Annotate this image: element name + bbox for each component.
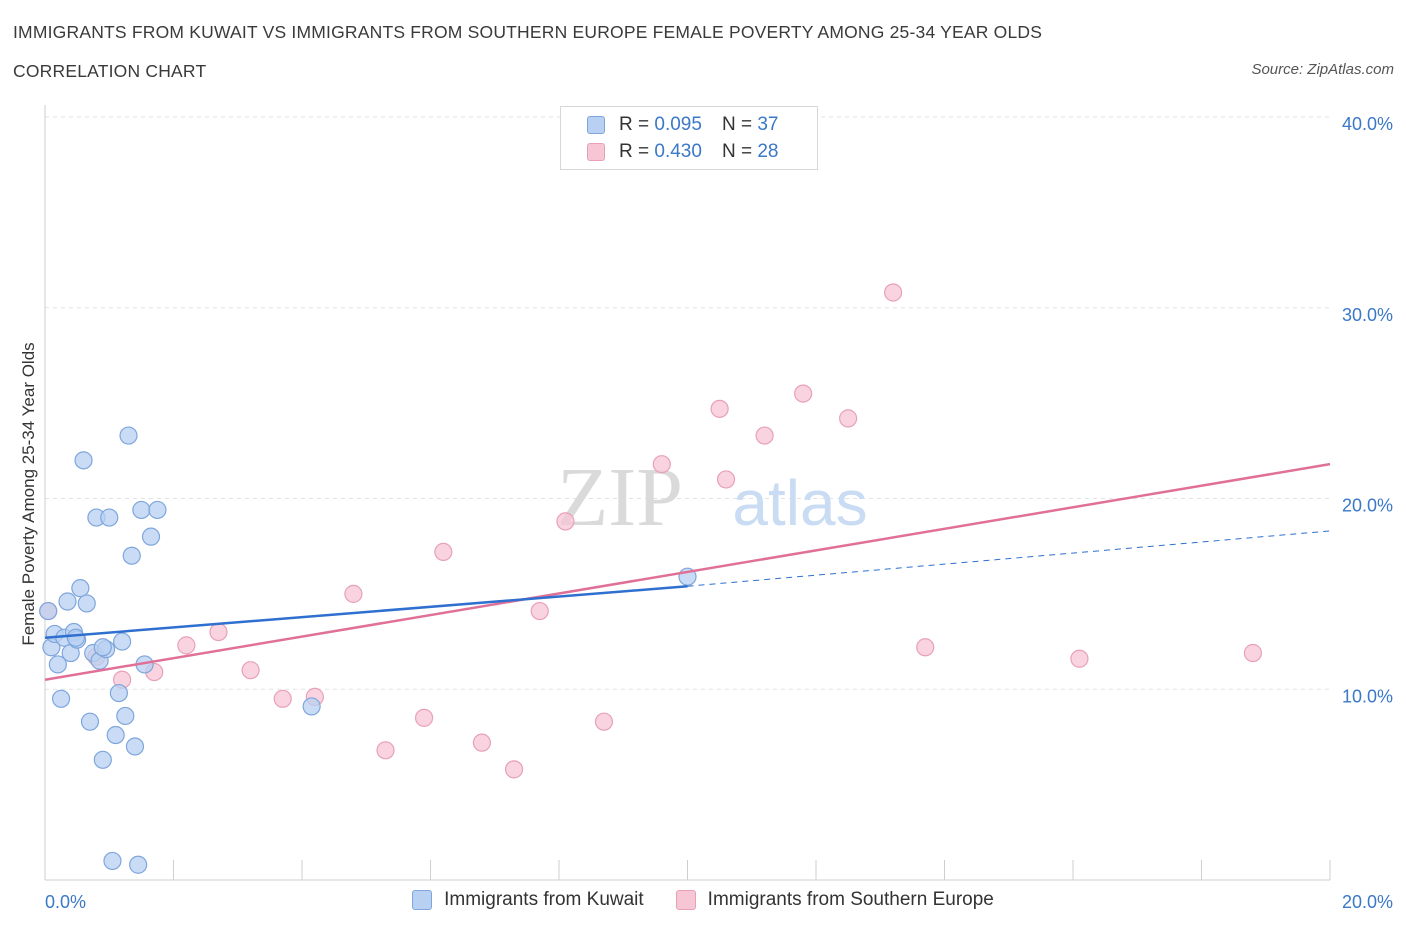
r-value-southern-europe: 0.430: [654, 141, 702, 162]
swatch-blue-icon: [587, 116, 605, 134]
data-point-kuwait: [93, 638, 112, 657]
data-point-southern-europe: [710, 399, 729, 418]
series-kuwait-points: [39, 426, 697, 874]
data-point-southern-europe: [794, 384, 813, 403]
data-point-southern-europe: [209, 622, 228, 642]
data-point-kuwait: [48, 655, 67, 674]
data-point-kuwait: [119, 426, 138, 445]
trend-line-kuwait-extension: [687, 530, 1331, 587]
legend-item-southern-europe[interactable]: Immigrants from Southern Europe: [675, 889, 994, 911]
data-point-southern-europe: [883, 283, 903, 302]
stats-row-southern-europe: R = 0.430 N = 28: [587, 139, 778, 165]
data-point-southern-europe: [556, 512, 575, 531]
data-point-southern-europe: [472, 733, 491, 752]
data-point-kuwait: [80, 712, 100, 731]
data-point-kuwait: [109, 683, 128, 703]
stats-row-kuwait: R = 0.095 N = 37: [587, 112, 778, 138]
tick-labels: 10.0% 20.0% 30.0% 40.0% 0.0% 20.0%: [45, 114, 1393, 912]
trend-line-kuwait: [44, 584, 688, 639]
data-point-southern-europe: [414, 708, 434, 727]
data-point-southern-europe: [177, 636, 196, 655]
y-tick-label: 10.0%: [1342, 686, 1393, 706]
data-point-kuwait: [66, 628, 85, 647]
data-point-southern-europe: [916, 638, 935, 657]
data-point-kuwait: [100, 508, 119, 527]
chart-subtitle: CORRELATION CHART: [13, 61, 207, 81]
data-point-southern-europe: [504, 760, 524, 779]
data-point-kuwait: [148, 500, 167, 520]
legend-swatch-pink-icon: [675, 890, 696, 910]
chart-title: IMMIGRANTS FROM KUWAIT VS IMMIGRANTS FRO…: [13, 22, 1043, 42]
y-tick-label: 30.0%: [1342, 305, 1393, 325]
data-point-kuwait: [77, 594, 96, 613]
data-point-kuwait: [93, 750, 112, 769]
source-credit: Source: ZipAtlas.com: [1251, 61, 1394, 78]
legend-label-southern-europe: Immigrants from Southern Europe: [707, 889, 994, 910]
data-point-southern-europe: [755, 426, 774, 445]
gridlines: [45, 116, 1330, 690]
n-label: N =: [721, 141, 753, 162]
data-point-kuwait: [132, 500, 151, 520]
data-point-kuwait: [39, 601, 58, 621]
watermark-atlas: atlas: [732, 467, 867, 539]
data-point-southern-europe: [344, 584, 363, 603]
data-point-kuwait: [129, 855, 148, 874]
r-label: R =: [619, 114, 650, 135]
data-point-kuwait: [125, 737, 145, 756]
data-point-southern-europe: [594, 712, 614, 731]
legend-label-kuwait: Immigrants from Kuwait: [444, 889, 644, 910]
x-tick-label: 20.0%: [1342, 892, 1393, 912]
data-point-southern-europe: [434, 542, 453, 562]
y-tick-label: 20.0%: [1342, 496, 1393, 516]
series-legend: Immigrants from Kuwait Immigrants from S…: [0, 889, 1406, 911]
data-point-kuwait: [103, 851, 122, 871]
legend-swatch-blue-icon: [412, 890, 433, 910]
axes: [44, 105, 1331, 881]
y-axis-label: Female Poverty Among 25-34 Year Olds: [19, 342, 38, 645]
data-point-southern-europe: [1243, 643, 1263, 663]
n-value-kuwait: 37: [757, 114, 779, 135]
data-point-southern-europe: [652, 455, 671, 474]
n-value-southern-europe: 28: [757, 141, 779, 162]
data-point-kuwait: [122, 546, 141, 565]
stats-legend: R = 0.095 N = 37 R = 0.430 N = 28: [560, 106, 818, 170]
data-point-kuwait: [112, 632, 132, 651]
data-point-kuwait: [58, 592, 77, 611]
n-label: N =: [721, 114, 753, 135]
legend-item-kuwait[interactable]: Immigrants from Kuwait: [412, 889, 644, 911]
data-point-kuwait: [74, 451, 93, 470]
x-tick-label: 0.0%: [45, 892, 86, 912]
data-point-kuwait: [71, 579, 90, 598]
data-point-southern-europe: [1070, 649, 1089, 668]
data-point-kuwait: [116, 706, 135, 726]
data-point-southern-europe: [376, 741, 395, 760]
data-point-kuwait: [302, 697, 321, 716]
r-label: R =: [619, 141, 650, 162]
data-point-kuwait: [51, 689, 71, 708]
y-tick-label: 40.0%: [1342, 114, 1393, 134]
data-point-southern-europe: [241, 661, 260, 680]
data-point-kuwait: [106, 725, 125, 745]
r-value-kuwait: 0.095: [654, 114, 702, 135]
swatch-pink-icon: [587, 143, 605, 161]
data-point-southern-europe: [716, 470, 736, 489]
data-point-southern-europe: [530, 601, 549, 621]
trend-line-southern-europe: [44, 462, 1331, 681]
trend-lines: [44, 462, 1331, 681]
data-point-southern-europe: [839, 409, 858, 428]
data-point-kuwait: [141, 527, 161, 546]
data-point-southern-europe: [273, 689, 292, 708]
